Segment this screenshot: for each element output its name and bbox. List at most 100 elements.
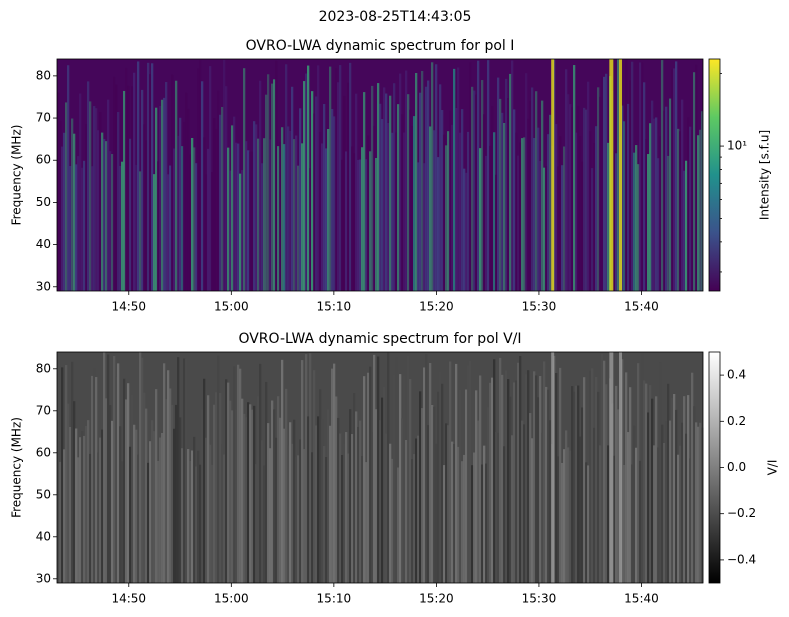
spectrum-stripe (333, 363, 336, 583)
spectrum-stripe (449, 361, 452, 583)
spectrum-stripe (463, 168, 466, 291)
spectrum-stripe (351, 434, 354, 583)
spectrum-stripe (255, 124, 258, 291)
spectrum-stripe (425, 354, 428, 583)
y-tick-label: 60 (36, 153, 51, 167)
spectrum-stripe (407, 355, 410, 583)
spectrum-stripe (151, 420, 154, 583)
y-tick-label: 50 (36, 487, 51, 501)
spectrum-stripe (613, 150, 616, 291)
spectrum-stripe (671, 397, 674, 583)
spectrum-stripe (443, 465, 446, 583)
spectrum-stripe (183, 121, 186, 291)
spectrum-stripe (179, 117, 182, 292)
spectrum-stripe (295, 456, 298, 583)
spectrum-stripe (59, 461, 62, 583)
spectrum-stripe (409, 379, 412, 583)
spectrum-stripe (591, 168, 594, 291)
spectrum-stripe (353, 153, 356, 291)
spectrum-stripe (525, 374, 528, 583)
spectrum-stripe (533, 371, 536, 583)
spectrum-burst (619, 352, 623, 583)
spectrum-stripe (195, 466, 198, 583)
spectrum-stripe (293, 139, 296, 291)
spectrum-stripe (529, 413, 532, 583)
plot-frame (56, 58, 704, 292)
spectrum-stripe (295, 135, 298, 291)
spectrum-stripe (307, 416, 310, 583)
spectrum-stripe (149, 441, 152, 583)
spectrum-stripe (651, 398, 654, 583)
spectrum-stripe (77, 156, 80, 291)
spectrum-stripe (563, 449, 566, 583)
spectrum-stripe (153, 174, 156, 291)
spectrum-stripe (577, 385, 580, 583)
spectrum-stripe (501, 112, 504, 292)
spectrum-stripe (669, 98, 672, 291)
spectrum-stripe (427, 80, 430, 291)
spectrum-stripe (393, 374, 396, 583)
spectrum-stripe (233, 116, 236, 291)
spectrum-stripe (375, 157, 378, 291)
spectrum-stripe (363, 376, 366, 583)
spectrum-stripe (429, 362, 432, 583)
spectrum-stripe (367, 372, 370, 583)
spectrum-burst (609, 352, 614, 583)
spectrum-stripe (421, 70, 424, 291)
spectrum-stripe (677, 454, 680, 583)
spectrum-stripe (349, 409, 352, 583)
spectrum-stripe (347, 82, 350, 292)
spectrum-stripe (367, 135, 370, 291)
spectrum-stripe (559, 136, 562, 291)
spectrum-stripe (517, 362, 520, 583)
spectrum-stripe (79, 437, 82, 583)
spectrum-stripe (239, 173, 242, 291)
spectrum-stripe (75, 428, 78, 583)
spectrum-stripe (491, 106, 494, 291)
spectrum-stripe (289, 422, 292, 583)
spectrum-stripe (245, 417, 248, 583)
spectrum-stripe (299, 108, 302, 291)
spectrum-stripe (379, 103, 382, 292)
spectrum-stripe (555, 373, 558, 583)
spectrum-stripe (561, 462, 564, 583)
spectrum-stripe (459, 132, 462, 291)
y-tick-label: 70 (36, 403, 51, 417)
spectrum-stripe (591, 368, 594, 583)
spectrum-stripe (689, 126, 692, 291)
spectrum-stripe (545, 166, 548, 291)
colorbar-tick-label: −0.2 (727, 506, 756, 520)
spectrum-stripe (451, 441, 454, 583)
spectrum-stripe (201, 409, 204, 583)
spectrum-stripe (171, 74, 174, 291)
spectrum-stripe (503, 446, 506, 583)
spectrum-stripe (493, 132, 496, 291)
spectrum-stripe (135, 429, 138, 583)
spectrum-stripe (457, 67, 460, 291)
spectrum-stripe (663, 110, 666, 291)
spectrum-stripe (309, 168, 312, 291)
spectrum-stripe (489, 382, 492, 583)
spectrum-stripe (217, 355, 220, 583)
spectrum-stripe (397, 467, 400, 583)
spectrum-stripe (465, 172, 468, 291)
spectrum-stripe (291, 86, 294, 291)
spectrum-stripe (437, 157, 440, 291)
spectrum-stripe (79, 93, 82, 292)
spectrum-stripe (697, 426, 700, 583)
spectrum-stripe (269, 448, 272, 583)
spectrum-stripe (599, 96, 602, 291)
spectrum-stripe (359, 420, 362, 583)
y-tick-label: 40 (36, 529, 51, 543)
spectrum-stripe (469, 62, 472, 292)
spectrum-image (57, 59, 704, 292)
spectrum-stripe (107, 354, 110, 583)
spectrum-stripe (567, 447, 570, 583)
spectrum-image (57, 352, 704, 583)
spectrum-stripe (85, 124, 88, 291)
spectrum-stripe (69, 165, 72, 291)
y-axis-label: Frequency (MHz) (10, 417, 24, 518)
spectrum-stripe (679, 131, 682, 291)
x-tick-label: 15:20 (419, 300, 454, 314)
spectrum-stripe (205, 437, 208, 583)
